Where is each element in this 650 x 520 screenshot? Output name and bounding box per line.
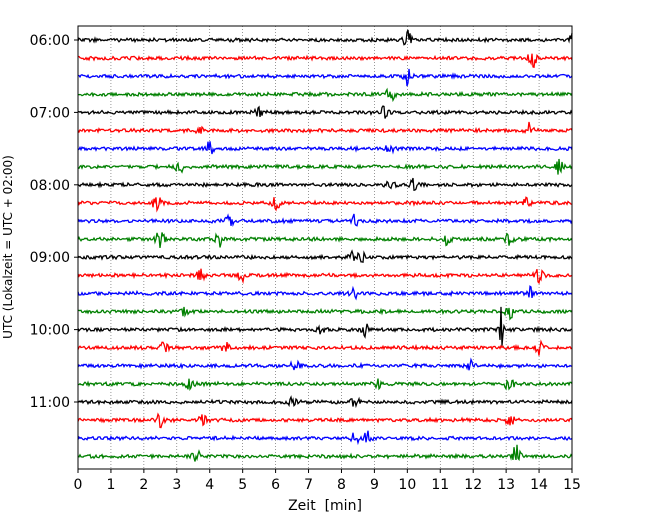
y-tick-label: 11:00 [30,395,70,411]
x-tick-label: 2 [139,477,148,493]
x-tick-label: 9 [370,477,379,493]
x-tick-label: 0 [74,477,83,493]
trace-0645 [77,87,573,103]
x-axis-label: Zeit [min] [288,498,362,514]
y-tick-label: 10:00 [30,323,70,339]
trace-0615 [77,53,573,69]
y-axis-ticks: 06:00 07:00 08:00 09:00 10:00 11:00 [30,33,78,411]
x-tick-label: 13 [497,477,515,493]
trace-0830 [77,213,573,228]
trace-0630 [77,68,573,87]
x-tick-label: 15 [563,477,581,493]
x-tick-label: 4 [205,477,214,493]
x-tick-label: 3 [172,477,181,493]
trace-1100 [77,395,573,409]
y-tick-label: 06:00 [30,33,70,49]
trace-1015 [77,339,573,356]
x-axis-ticks: 0 1 2 3 4 5 6 7 8 9 10 11 12 13 14 15 [74,469,581,493]
y-tick-label: 09:00 [30,250,70,266]
trace-0815 [77,196,572,213]
y-tick-label: 07:00 [30,105,70,121]
trace-0800 [77,177,573,192]
x-tick-label: 1 [106,477,115,493]
trace-0845 [77,232,573,249]
trace-0745 [77,158,573,175]
x-tick-label: 8 [337,477,346,493]
y-axis-label: UTC (Lokalzeit = UTC + 02:00) [1,155,15,339]
trace-0600 [77,29,573,46]
y-tick-label: 08:00 [30,178,70,194]
vertical-grid [110,26,540,469]
trace-0915 [77,268,573,285]
trace-0730 [77,141,573,155]
x-tick-label: 7 [304,477,313,493]
x-tick-label: 14 [530,477,548,493]
x-tick-label: 12 [464,477,482,493]
plot-frame [77,25,573,470]
x-tick-label: 10 [398,477,416,493]
seismic-traces [77,29,573,462]
x-tick-label: 6 [271,477,280,493]
trace-1045 [77,378,573,392]
x-tick-label: 11 [431,477,449,493]
trace-1030 [77,357,573,371]
trace-1130 [77,430,573,446]
trace-1145 [77,444,573,462]
trace-0700 [77,105,573,119]
trace-1115 [77,412,573,429]
trace-0900 [77,249,573,263]
trace-0945 [78,306,573,321]
trace-1000 [77,306,573,346]
x-tick-label: 5 [238,477,247,493]
trace-0715 [77,121,573,135]
trace-0930 [77,285,573,301]
